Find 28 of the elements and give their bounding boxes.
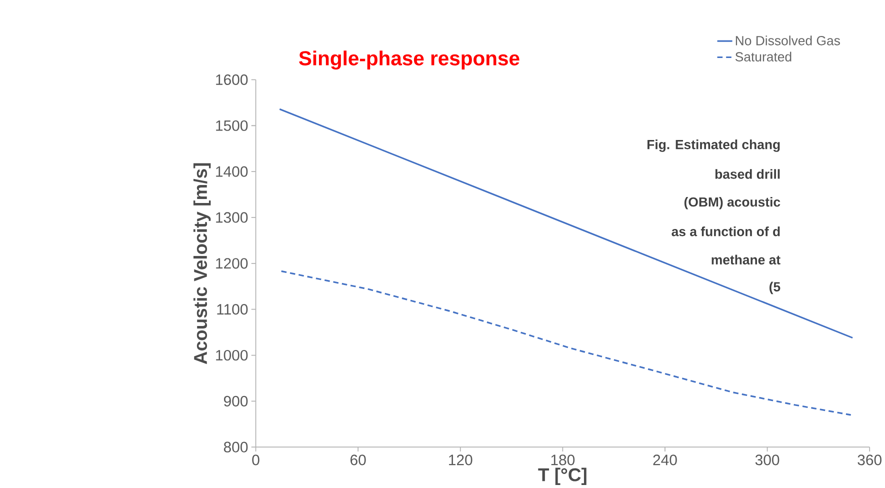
y-tick-label: 1100 [217,304,248,315]
x-tick-label: 0 [252,454,260,466]
y-tick-label: 1500 [216,120,248,131]
y-tick-label: 1000 [216,350,248,361]
y-tick-label: 1600 [216,74,248,86]
y-tick-label: 1300 [216,212,248,223]
chart-title: Single-phase response [299,50,520,70]
x-tick-label: 240 [653,454,677,466]
annotation: (OBM) acoustic [684,197,780,210]
x-tick-label: 60 [350,454,366,466]
legend-label: No Dissolved Gas [736,36,840,46]
x-tick-label: 360 [858,454,882,466]
y-tick-label: 800 [224,442,248,452]
x-tick-label: 180 [551,454,575,466]
line-series [280,270,852,416]
x-axis-title: T [°C] [538,468,586,486]
x-tick-label: 120 [449,454,472,466]
x-tick-label: 300 [755,454,780,466]
annotation: based drill [715,169,780,179]
annotation: (5 [770,282,780,294]
y-tick-label: 1200 [216,258,248,269]
annotation: Fig. Estimated chang [648,140,780,152]
annotation: as a function of d [672,226,780,236]
y-tick-label: 1400 [216,166,248,177]
y-axis-title: Acoustic Velocity [m/s] [193,163,211,364]
legend-label: Saturated [735,52,792,62]
annotation: methane at [712,254,780,265]
y-tick-label: 900 [224,396,248,407]
